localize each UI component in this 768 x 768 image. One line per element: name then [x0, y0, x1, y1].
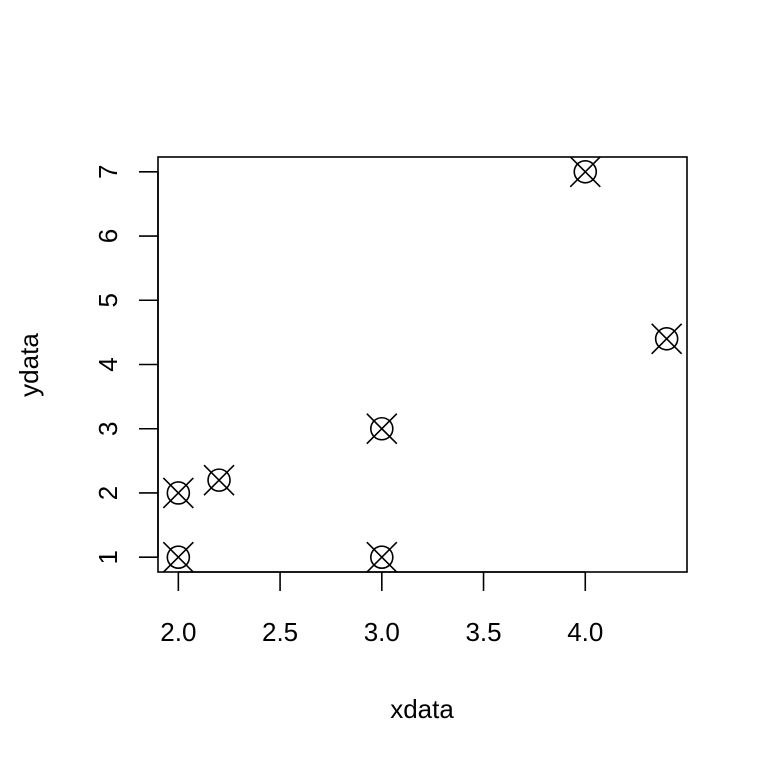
x-tick-label: 4.0 [567, 617, 603, 647]
point-circle [654, 327, 679, 351]
y-axis: 1 2 3 4 5 6 7 [93, 165, 159, 564]
point-circle [166, 545, 191, 570]
point-cross [569, 156, 601, 188]
data-points [162, 156, 683, 573]
y-tick-label: 6 [93, 229, 123, 243]
data-point [203, 464, 235, 496]
y-tick-label: 2 [93, 486, 123, 500]
point-cross [162, 477, 194, 509]
x-axis: 2.0 2.5 3.0 3.5 4.0 [160, 571, 603, 647]
point-cross [366, 413, 398, 445]
y-tick-label: 3 [93, 422, 123, 436]
point-circle [370, 545, 394, 570]
point-cross [366, 541, 398, 573]
data-point [651, 323, 683, 355]
data-point [162, 477, 194, 509]
point-cross [651, 323, 683, 355]
data-point [366, 413, 398, 445]
x-tick-label: 2.0 [160, 617, 196, 647]
y-tick-label: 1 [93, 550, 123, 564]
data-point [366, 541, 398, 573]
y-tick-label: 7 [93, 165, 123, 179]
point-circle [370, 416, 394, 441]
x-tick-label: 3.0 [364, 617, 400, 647]
y-tick-label: 4 [93, 357, 123, 371]
data-point [569, 156, 601, 188]
x-axis-label: xdata [390, 694, 454, 724]
point-circle [166, 481, 191, 505]
point-circle [573, 159, 598, 184]
y-axis-label: ydata [14, 333, 44, 397]
x-tick-label: 3.5 [465, 617, 501, 647]
point-cross [162, 541, 194, 573]
point-cross [203, 464, 235, 496]
plot-frame [157, 156, 688, 573]
y-tick-label: 5 [93, 293, 123, 307]
point-circle [207, 468, 231, 492]
data-point [162, 541, 194, 573]
x-tick-label: 2.5 [262, 617, 298, 647]
